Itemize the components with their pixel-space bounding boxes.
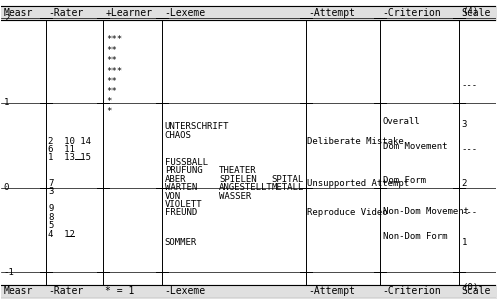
Text: **: ** [106,46,117,55]
Text: SPIELEN: SPIELEN [219,175,257,184]
Text: ANGESTELLT: ANGESTELLT [219,183,273,192]
Text: FUSSBALL: FUSSBALL [164,158,208,167]
Text: +Learner: +Learner [106,8,152,18]
Text: -Attempt: -Attempt [308,8,356,18]
Text: 2  10 14: 2 10 14 [48,137,92,146]
Text: FREUND: FREUND [164,208,197,217]
Text: SPITAL: SPITAL [271,175,304,184]
Text: Overall: Overall [382,117,420,126]
Text: Reproduce Video: Reproduce Video [308,208,388,217]
Text: 2: 2 [462,179,467,188]
Text: 2: 2 [4,14,9,23]
Text: -Lexeme: -Lexeme [164,286,206,296]
Text: 4  12: 4 12 [48,230,76,239]
Text: Dom Form: Dom Form [382,176,426,185]
Text: SOMMER: SOMMER [164,238,197,247]
Text: 1: 1 [4,98,9,107]
Text: Scale: Scale [462,8,491,18]
Text: METALL: METALL [271,183,304,192]
Text: WASSER: WASSER [219,191,252,201]
Text: ---: --- [462,208,478,217]
Text: 5: 5 [48,221,54,230]
Text: -Criterion: -Criterion [382,8,442,18]
Text: VIOLETT: VIOLETT [164,200,202,209]
Text: ***: *** [106,67,122,76]
Text: CHAOS: CHAOS [164,131,192,140]
Text: **: ** [106,87,117,97]
Text: *: * [106,107,112,116]
Text: PRUFUNG: PRUFUNG [164,166,202,175]
Text: -1: -1 [4,268,14,277]
Text: 0: 0 [4,183,9,192]
Text: ---: --- [462,82,478,91]
Text: Unsupported Attempt: Unsupported Attempt [308,179,410,188]
Text: -Rater: -Rater [48,8,84,18]
Text: 8: 8 [48,213,54,222]
Text: Dom Movement: Dom Movement [382,142,447,151]
Text: Measr: Measr [4,8,33,18]
Text: Scale: Scale [462,286,491,296]
Text: THEATER: THEATER [219,166,257,175]
Text: Non-Dom Form: Non-Dom Form [382,232,447,241]
Text: Non-Dom Movement: Non-Dom Movement [382,207,468,216]
Text: -Criterion: -Criterion [382,286,442,296]
Text: ***: *** [106,35,122,44]
Text: -Attempt: -Attempt [308,286,356,296]
Text: (4): (4) [462,7,478,16]
Text: ---: --- [462,145,478,154]
Text: 6  11: 6 11 [48,145,76,154]
Text: VON: VON [164,191,181,201]
Text: (0): (0) [462,283,478,292]
Text: 1  13 15: 1 13 15 [48,153,92,162]
Text: ABER: ABER [164,175,186,184]
Text: 1: 1 [462,238,467,247]
Text: WARTEN: WARTEN [164,183,197,192]
Text: UNTERSCHRIFT: UNTERSCHRIFT [164,122,229,131]
Text: -Lexeme: -Lexeme [164,8,206,18]
Text: Measr: Measr [4,286,33,296]
Text: -Rater: -Rater [48,286,84,296]
Text: **: ** [106,77,117,86]
Text: 3: 3 [48,187,54,196]
Text: 3: 3 [462,120,467,129]
Text: **: ** [106,56,117,65]
Text: * = 1: * = 1 [106,286,134,296]
Text: 7: 7 [48,179,54,188]
Text: *: * [106,97,112,106]
Text: Deliberate Mistake: Deliberate Mistake [308,137,404,146]
Text: 9: 9 [48,204,54,213]
